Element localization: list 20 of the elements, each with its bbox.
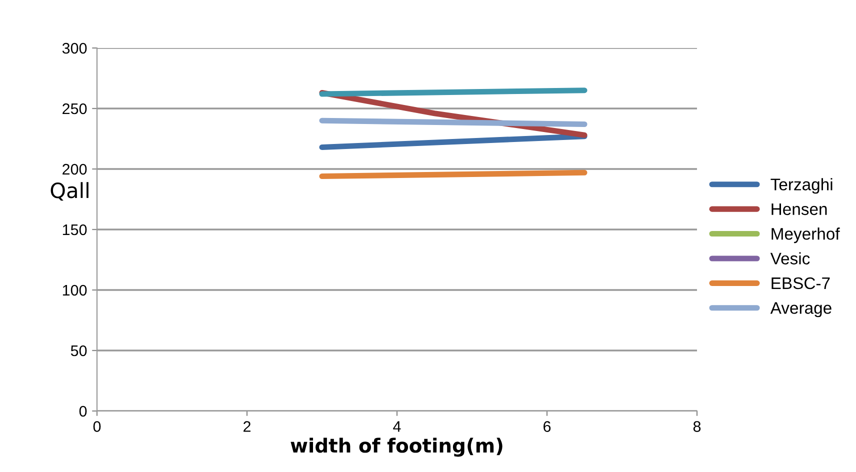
legend-label: Vesic xyxy=(770,252,810,264)
legend-label: Average xyxy=(770,302,832,318)
x-tick-label: 4 xyxy=(393,421,401,432)
y-axis-title: Qall xyxy=(50,182,88,201)
y-tick-label: 200 xyxy=(62,164,87,175)
x-tick-label: 8 xyxy=(693,421,701,432)
y-tick-label: 300 xyxy=(62,42,87,54)
x-axis-title: width of footing(m) xyxy=(290,438,502,457)
legend-label: Meyerhof xyxy=(772,228,840,244)
legend-label: Terzaghi xyxy=(770,178,832,194)
legend-label: Hensen xyxy=(772,203,827,216)
y-tick-label: 100 xyxy=(62,284,87,296)
x-tick-label: 0 xyxy=(93,421,101,432)
x-tick-label: 6 xyxy=(544,421,551,432)
y-tick-label: 0 xyxy=(79,406,87,417)
x-tick-label: 2 xyxy=(244,421,250,432)
y-tick-label: 150 xyxy=(62,224,87,236)
y-tick-label: 50 xyxy=(70,345,87,356)
legend-label: EBSC-7 xyxy=(772,277,830,290)
y-tick-label: 250 xyxy=(62,103,87,114)
